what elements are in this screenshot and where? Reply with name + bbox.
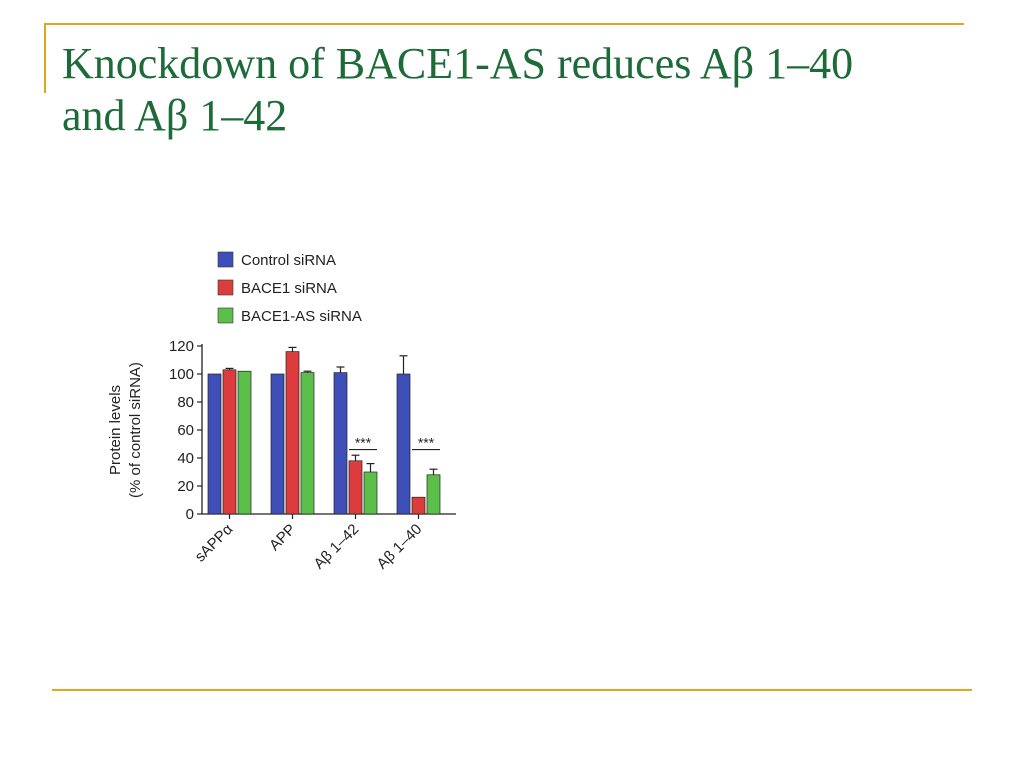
- bar-2-1: [348, 460, 363, 515]
- bar-0-2: [237, 370, 252, 515]
- y-axis-label-line2: (% of control siRNA): [127, 362, 144, 498]
- legend-swatch-0: [217, 251, 234, 268]
- slide-title: Knockdown of BACE1-AS reduces Aβ 1–40 an…: [62, 38, 962, 142]
- y-tick-label-0: 0: [186, 506, 194, 523]
- top-rule: [44, 23, 964, 25]
- bottom-rule: [52, 689, 972, 691]
- bar-1-1: [285, 351, 300, 515]
- slide-title-line2: and Aβ 1–42: [62, 91, 288, 140]
- left-rule: [44, 23, 46, 93]
- x-tick-label-2: Aβ 1–42: [311, 521, 363, 573]
- bar-2-0: [333, 372, 348, 515]
- y-tick-label-3: 60: [177, 422, 194, 439]
- legend-label-1: BACE1 siRNA: [241, 280, 337, 297]
- bar-2-2: [363, 471, 378, 515]
- bar-3-0: [396, 373, 411, 515]
- y-tick-label-4: 80: [177, 394, 194, 411]
- y-tick-label-6: 120: [169, 338, 194, 355]
- significance-label-1: ***: [418, 435, 435, 451]
- significance-label-0: ***: [355, 435, 372, 451]
- bar-3-1: [411, 496, 426, 515]
- x-tick-label-1: APP: [266, 521, 299, 554]
- bar-1-0: [270, 373, 285, 515]
- y-tick-label-2: 40: [177, 450, 194, 467]
- bar-0-0: [207, 373, 222, 515]
- x-tick-label-0: sAPPα: [192, 521, 237, 566]
- legend-label-2: BACE1-AS siRNA: [241, 308, 362, 325]
- bar-1-2: [300, 372, 315, 515]
- legend-swatch-2: [217, 307, 234, 324]
- y-axis-label-line1: Protein levels: [107, 385, 124, 475]
- bar-chart: Control siRNA BACE1 siRNA BACE1-AS siRNA Pr…: [107, 251, 456, 573]
- x-tick-label-3: Aβ 1–40: [374, 521, 426, 573]
- bar-3-2: [426, 474, 441, 515]
- y-tick-label-5: 100: [169, 366, 194, 383]
- legend-swatch-1: [217, 279, 234, 296]
- y-tick-label-1: 20: [177, 478, 194, 495]
- slide-title-line1: Knockdown of BACE1-AS reduces Aβ 1–40: [62, 39, 854, 88]
- legend-label-0: Control siRNA: [241, 252, 336, 269]
- bar-0-1: [222, 369, 237, 515]
